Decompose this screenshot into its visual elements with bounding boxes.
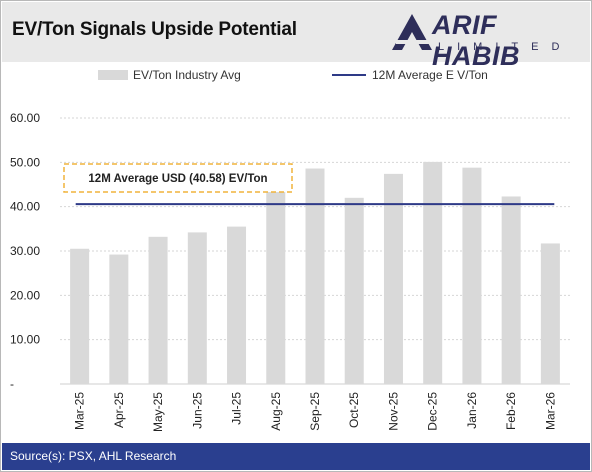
bar-series: [70, 161, 560, 384]
legend-label-bar: EV/Ton Industry Avg: [133, 68, 241, 82]
y-tick-label: 40.00: [10, 200, 40, 214]
y-tick-label: 20.00: [10, 288, 40, 302]
source-text: Source(s): PSX, AHL Research: [10, 449, 177, 463]
x-tick-label: May-25: [151, 392, 165, 432]
bar: [70, 248, 90, 384]
x-tick-label: Jul-25: [230, 392, 244, 425]
bar: [501, 196, 521, 384]
x-tick-label: Sep-25: [308, 392, 322, 431]
y-tick-label: -: [10, 377, 14, 391]
bar: [148, 236, 168, 384]
y-axis-ticks: - 10.00 20.00 30.00 40.00 50.00 60.00: [10, 111, 40, 391]
chart-title: EV/Ton Signals Upside Potential: [12, 19, 297, 40]
bar: [344, 197, 364, 384]
bar: [423, 161, 443, 384]
source-bar: Source(s): PSX, AHL Research: [2, 443, 590, 470]
y-tick-label: 50.00: [10, 155, 40, 169]
x-tick-label: Mar-26: [543, 392, 557, 430]
arif-habib-logo: ARIF HABIB LIMITED: [390, 10, 586, 71]
grid-lines: [60, 117, 570, 385]
bar: [462, 167, 482, 384]
bar: [227, 226, 247, 384]
average-callout: 12M Average USD (40.58) EV/Ton: [63, 163, 293, 193]
bar: [109, 254, 129, 384]
logo-mark-icon: [392, 14, 432, 50]
callout-text: 12M Average USD (40.58) EV/Ton: [88, 173, 267, 185]
x-tick-label: Apr-25: [112, 392, 126, 428]
x-tick-label: Jun-25: [190, 392, 204, 429]
x-axis-ticks: Mar-25 Apr-25 May-25 Jun-25 Jul-25 Aug-25 Sep-…: [73, 392, 558, 432]
x-tick-label: Mar-25: [73, 392, 87, 430]
bar: [266, 189, 286, 384]
bar: [305, 168, 325, 384]
legend-label-line: 12M Average E V/Ton: [372, 68, 488, 82]
x-tick-label: Aug-25: [269, 392, 283, 431]
bar: [383, 173, 403, 384]
bar: [540, 243, 560, 384]
chart-header: EV/Ton Signals Upside Potential ARIF HAB…: [2, 2, 590, 71]
logo-subtitle: LIMITED: [438, 41, 573, 53]
y-tick-label: 60.00: [10, 111, 40, 125]
chart-legend: EV/Ton Industry Avg 12M Average E V/Ton: [98, 68, 488, 82]
x-tick-label: Jan-26: [465, 392, 479, 429]
callout-box: [63, 163, 293, 193]
logo-wordmark: ARIF HABIB: [432, 10, 520, 71]
bar: [187, 232, 207, 384]
x-tick-label: Nov-25: [386, 392, 400, 431]
y-tick-label: 10.00: [10, 333, 40, 347]
x-tick-label: Feb-26: [504, 392, 518, 430]
y-tick-label: 30.00: [10, 244, 40, 258]
x-tick-label: Dec-25: [426, 392, 440, 431]
x-tick-label: Oct-25: [347, 392, 361, 428]
legend-swatch-bar: [98, 70, 128, 80]
